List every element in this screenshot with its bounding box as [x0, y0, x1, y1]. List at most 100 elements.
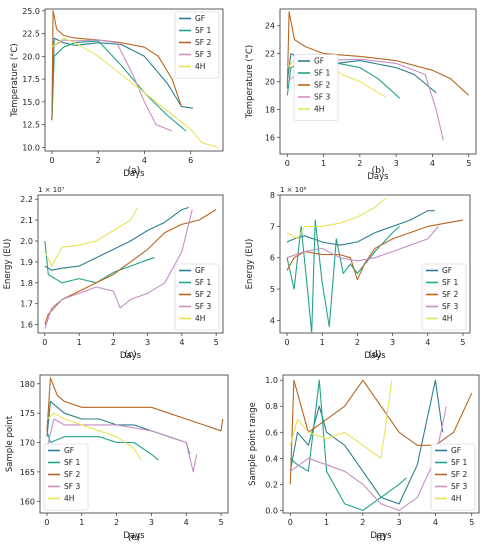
x-tick-label: 2 — [111, 338, 116, 347]
y-tick-label: 10.0 — [22, 143, 40, 152]
legend-label: GF — [195, 266, 205, 275]
axis-multiplier: 1 × 10⁷ — [38, 186, 65, 194]
panel-caption: (b) — [372, 165, 385, 176]
y-tick-label: 8 — [270, 191, 275, 200]
legend-box — [293, 54, 339, 121]
x-tick-label: 1 — [320, 338, 325, 347]
plot-frame — [37, 194, 224, 334]
series-line-sf-2 — [46, 377, 224, 432]
y-tick-label: 0.0 — [265, 506, 278, 515]
series-line-4h — [286, 197, 386, 240]
series-line-sf-2 — [286, 11, 470, 96]
x-tick-label: 2 — [357, 159, 362, 168]
y-tick-label: 0.2 — [265, 480, 278, 489]
series-line-4h — [44, 207, 138, 267]
legend-label: 4H — [314, 105, 324, 114]
x-tick-label: 1 — [324, 518, 329, 527]
legend: GF SF 1 SF 2 SF 3 4H — [421, 263, 467, 331]
y-axis-label: Temperature (°C) — [245, 45, 255, 119]
y-tick-label: 20.0 — [22, 52, 40, 61]
legend-label: GF — [451, 446, 461, 455]
x-tick-label: 3 — [145, 338, 150, 347]
x-tick-label: 5 — [460, 338, 465, 347]
series-line-sf-3 — [46, 418, 198, 473]
y-tick-label: 6 — [270, 254, 275, 263]
legend-label: 4H — [451, 494, 461, 503]
legend: GF SF 1 SF 2 SF 3 4H — [174, 263, 220, 331]
legend-label: GF — [64, 446, 74, 455]
legend-label: SF 1 — [195, 278, 211, 287]
x-tick-label: 3 — [149, 518, 154, 527]
y-tick-label: 175 — [20, 409, 35, 418]
y-tick-label: 16 — [265, 133, 275, 142]
series-line-sf-1 — [51, 40, 187, 132]
x-tick-label: 6 — [188, 156, 193, 165]
x-tick-label: 4 — [142, 156, 147, 165]
y-tick-label: 1.6 — [20, 321, 33, 330]
x-tick-label: 0 — [288, 518, 293, 527]
y-tick-label: 22.5 — [22, 30, 40, 39]
series-line-sf-2 — [286, 219, 464, 281]
legend-label: GF — [442, 266, 452, 275]
legend-box — [421, 263, 467, 331]
y-tick-label: 25.0 — [22, 7, 40, 16]
y-tick-label: 7 — [270, 222, 275, 231]
y-tick-label: 170 — [20, 439, 35, 448]
legend-label: SF 2 — [64, 470, 80, 479]
y-tick-label: 0.4 — [265, 454, 278, 463]
y-tick-label: 1.7 — [20, 300, 33, 309]
x-axis-label: Days — [364, 351, 386, 361]
legend-label: SF 2 — [442, 290, 458, 299]
x-tick-label: 1 — [77, 338, 82, 347]
legend-label: SF 3 — [314, 93, 330, 102]
series-line-sf-3 — [44, 209, 193, 329]
y-tick-label: 1.8 — [20, 279, 33, 288]
y-tick-label: 2.1 — [20, 216, 33, 225]
series-line-sf-3 — [286, 226, 439, 262]
y-tick-label: 2.2 — [20, 195, 33, 204]
chart-b: 0 1 2 3 4 5 16 18 20 22 24 Days Temperature (°C) GF SF… — [245, 8, 477, 182]
y-tick-label: 160 — [20, 497, 35, 506]
x-axis-label: Days — [370, 531, 392, 541]
legend-label: 4H — [195, 62, 205, 71]
series-line-sf-1 — [289, 379, 407, 511]
y-tick-label: 15.0 — [22, 98, 40, 107]
y-axis-label: Energy (EU) — [245, 239, 255, 290]
legend-label: SF 3 — [64, 482, 80, 491]
y-tick-label: 165 — [20, 468, 35, 477]
x-axis-label: Days — [120, 351, 142, 361]
plot-frame — [39, 374, 229, 514]
y-tick-label: 1.0 — [265, 376, 278, 385]
x-axis-label: Days — [367, 172, 389, 182]
x-tick-label: 0 — [42, 338, 47, 347]
legend-label: 4H — [195, 314, 205, 323]
legend-label: SF 3 — [195, 50, 211, 59]
series-line-4h — [289, 380, 393, 459]
x-tick-label: 0 — [44, 518, 49, 527]
x-tick-label: 2 — [355, 338, 360, 347]
chart-e: 0 1 2 3 4 5 160 165 170 175 180 Days Sample point GF S… — [5, 374, 229, 543]
legend-label: SF 2 — [195, 290, 211, 299]
x-tick-label: 3 — [397, 518, 402, 527]
series-line-4h — [46, 412, 142, 461]
y-tick-label: 17.5 — [22, 75, 40, 84]
panel-caption: (f) — [376, 532, 386, 543]
series-line-gf — [286, 210, 435, 246]
x-tick-label: 1 — [79, 518, 84, 527]
y-axis-label: Sample point range — [248, 402, 258, 486]
series-line-sf-3 — [51, 39, 173, 132]
legend-label: 4H — [442, 314, 452, 323]
axis-multiplier: 1 × 10⁶ — [280, 186, 307, 194]
y-tick-label: 0.8 — [265, 402, 278, 411]
legend-label: SF 1 — [451, 458, 467, 467]
legend-label: SF 2 — [451, 470, 467, 479]
legend-box — [43, 443, 89, 511]
chart-a: 0 2 4 6 10.0 12.5 15.0 17.5 20.0 22.5 25.0 Days Temp… — [10, 7, 224, 179]
series-line-sf-1 — [46, 430, 159, 461]
x-tick-label: 4 — [425, 338, 430, 347]
y-tick-label: 5 — [270, 285, 275, 294]
panel-caption: (d) — [369, 349, 382, 360]
x-tick-label: 5 — [218, 518, 223, 527]
y-tick-label: 180 — [20, 380, 35, 389]
